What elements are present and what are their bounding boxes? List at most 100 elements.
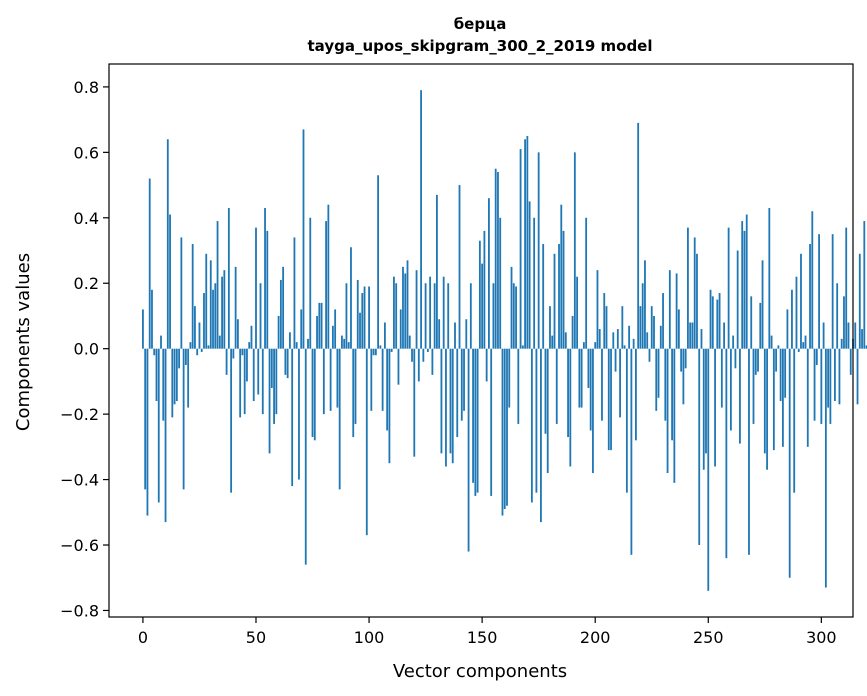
bar-205 bbox=[605, 306, 608, 349]
bar-97 bbox=[361, 293, 364, 349]
plot-frame bbox=[108, 63, 854, 618]
bar-76 bbox=[313, 348, 316, 441]
bar-225 bbox=[650, 306, 653, 349]
bar-155 bbox=[492, 283, 495, 349]
bar-59 bbox=[275, 348, 278, 415]
bar-187 bbox=[564, 332, 567, 349]
bar-292 bbox=[802, 342, 805, 349]
bar-93 bbox=[352, 348, 355, 438]
bar-28 bbox=[205, 253, 208, 349]
bar-49 bbox=[252, 348, 255, 402]
bar-147 bbox=[474, 348, 477, 496]
bar-224 bbox=[648, 348, 651, 362]
bar-89 bbox=[343, 338, 346, 349]
bar-136 bbox=[449, 348, 452, 454]
bar-146 bbox=[472, 348, 474, 483]
bar-43 bbox=[239, 348, 242, 418]
bar-283 bbox=[781, 348, 784, 447]
bar-310 bbox=[843, 296, 845, 349]
bar-145 bbox=[469, 283, 472, 349]
bar-39 bbox=[230, 348, 233, 493]
bar-252 bbox=[711, 296, 714, 349]
bar-121 bbox=[415, 270, 418, 349]
bar-299 bbox=[818, 234, 820, 349]
bar-181 bbox=[551, 335, 554, 349]
bar-67 bbox=[293, 237, 296, 349]
bar-230 bbox=[662, 293, 664, 349]
bar-262 bbox=[734, 348, 737, 369]
bar-124 bbox=[422, 348, 425, 362]
bar-19 bbox=[184, 348, 187, 366]
bar-170 bbox=[526, 135, 529, 349]
x-tick-label: 150 bbox=[467, 628, 498, 647]
bar-100 bbox=[368, 286, 370, 349]
bar-142 bbox=[463, 348, 465, 411]
bar-162 bbox=[508, 348, 511, 408]
bar-312 bbox=[847, 322, 850, 349]
x-tick-label: 50 bbox=[246, 628, 266, 647]
bar-278 bbox=[770, 335, 773, 349]
bar-294 bbox=[806, 348, 809, 447]
bar-130 bbox=[436, 194, 438, 349]
bar-117 bbox=[406, 260, 409, 349]
bar-190 bbox=[571, 315, 574, 349]
bar-79 bbox=[320, 302, 323, 349]
bar-253 bbox=[714, 348, 716, 467]
y-tick-label: 0.2 bbox=[74, 274, 99, 293]
bar-198 bbox=[589, 348, 592, 431]
bar-6 bbox=[155, 348, 158, 402]
bar-220 bbox=[639, 306, 642, 349]
bar-1 bbox=[144, 348, 147, 490]
bar-200 bbox=[594, 342, 597, 349]
bar-13 bbox=[171, 348, 174, 418]
bar-313 bbox=[849, 348, 852, 375]
bar-223 bbox=[646, 332, 649, 349]
bar-33 bbox=[216, 221, 219, 349]
bar-66 bbox=[291, 348, 294, 487]
bar-229 bbox=[659, 325, 662, 349]
y-axis: −0.8 −0.6 −0.4 −0.2 0.0 0.2 0.4 0.6 0.8 bbox=[60, 78, 109, 620]
bar-158 bbox=[499, 217, 502, 349]
bar-139 bbox=[456, 348, 459, 438]
bar-87 bbox=[338, 348, 341, 490]
bar-151 bbox=[483, 230, 486, 349]
bar-0 bbox=[142, 309, 144, 349]
bar-98 bbox=[363, 286, 366, 349]
bar-265 bbox=[741, 221, 744, 349]
bar-113 bbox=[397, 348, 400, 385]
bar-125 bbox=[424, 283, 427, 349]
bar-317 bbox=[858, 253, 861, 349]
bar-22 bbox=[191, 243, 194, 349]
bar-152 bbox=[485, 348, 488, 382]
bar-216 bbox=[630, 348, 633, 555]
bar-248 bbox=[702, 348, 705, 470]
x-tick-label: 250 bbox=[693, 628, 724, 647]
bar-157 bbox=[497, 171, 499, 349]
bar-176 bbox=[540, 348, 542, 523]
bar-234 bbox=[671, 348, 673, 441]
bar-217 bbox=[632, 338, 635, 349]
bar-50 bbox=[255, 227, 257, 349]
bar-41 bbox=[234, 266, 237, 349]
bar-201 bbox=[596, 270, 599, 349]
bar-70 bbox=[300, 309, 303, 349]
bar-84 bbox=[331, 325, 334, 349]
bar-132 bbox=[440, 348, 443, 454]
bar-242 bbox=[689, 322, 692, 349]
bar-238 bbox=[680, 348, 683, 372]
bar-71 bbox=[302, 129, 305, 349]
bar-60 bbox=[277, 315, 280, 349]
bar-257 bbox=[723, 322, 726, 349]
bar-134 bbox=[445, 348, 447, 467]
bar-194 bbox=[580, 348, 583, 408]
bar-14 bbox=[173, 348, 176, 405]
bar-287 bbox=[791, 289, 793, 349]
bar-102 bbox=[372, 348, 375, 356]
bar-30 bbox=[209, 260, 212, 349]
bar-319 bbox=[863, 221, 866, 349]
bar-239 bbox=[682, 348, 685, 405]
bar-267 bbox=[745, 214, 748, 349]
bar-219 bbox=[637, 122, 640, 349]
bar-175 bbox=[537, 152, 540, 349]
bar-52 bbox=[259, 283, 262, 349]
